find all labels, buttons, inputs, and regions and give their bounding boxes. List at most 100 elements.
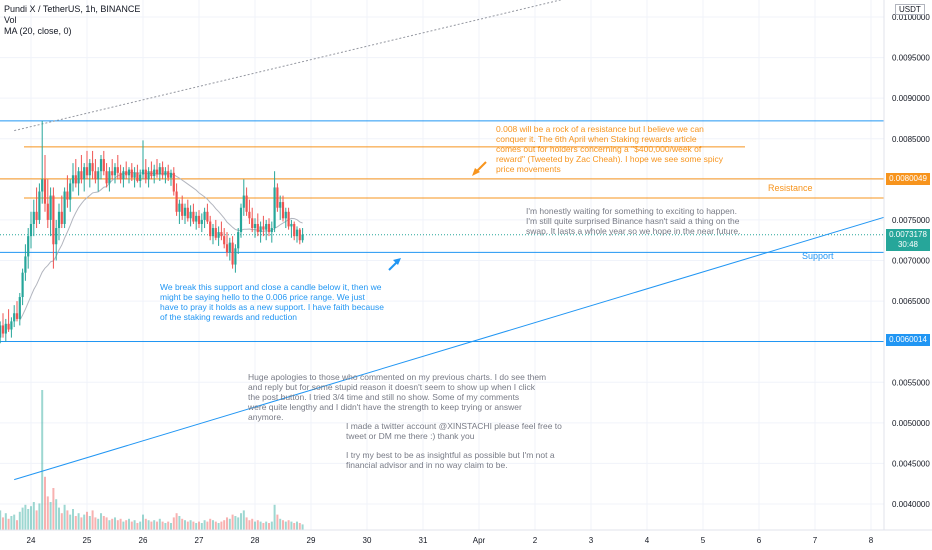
candle-body [57,211,61,229]
volume-bar [265,521,268,530]
binance-swap-annotation[interactable]: I'm honestly waiting for something to ex… [526,206,741,236]
current-price-value: 0.0073178 [889,230,927,239]
candle-body [214,228,217,238]
volume-bar [293,523,296,530]
candle-body [113,167,117,176]
volume-bar [13,514,16,530]
twitter-annotation[interactable]: I made a twitter account @XINSTACHI plea… [346,421,562,441]
candle-body [43,179,47,204]
gray-dotted-trendline[interactable] [14,0,591,132]
horizontal-levels[interactable] [0,120,884,343]
candle-body [155,169,159,175]
apology-annotation[interactable]: Huge apologies to those who commented on… [248,372,547,422]
volume-bar [223,520,226,530]
volume-bar [184,520,186,530]
time-tick-label: 25 [83,536,92,545]
candle-body [63,191,66,224]
candle-body [273,187,276,229]
candle-body [164,171,167,176]
candle-body [32,211,35,224]
volume-bar [125,520,128,530]
volume-bar [74,516,77,530]
price-tick-label: 0.0040000 [892,500,930,509]
blue-trendline[interactable] [14,207,916,481]
volume-bar [111,518,114,530]
candle-body [267,223,271,233]
volume-bar [276,514,279,530]
time-axis-panel[interactable] [0,530,932,550]
support-break-annotation[interactable]: We break this support and close a candle… [160,282,384,322]
volume-bar [220,521,223,530]
volume-bar [172,517,175,530]
candle-body [287,211,290,227]
candle-body [298,229,301,241]
ma-indicator-label[interactable]: MA (20, close, 0) [4,26,72,36]
candle-body [136,172,139,181]
volume-bar [178,516,181,530]
volume-bar [256,520,259,530]
candle-body [122,171,125,180]
price-axis-panel[interactable] [884,0,932,530]
candle-body [183,207,187,216]
candle-body [13,313,16,322]
candle-body [125,171,128,176]
candle-body [1,325,5,334]
volume-bar [237,517,240,530]
candle-body [147,171,150,180]
price-tick-label: 0.0055000 [892,378,930,387]
volume-bar [287,520,290,530]
candle-body [186,207,189,219]
candle-body [35,211,38,220]
time-tick-label: 2 [533,536,538,545]
volume-bar [186,521,189,530]
resistance-label: Resistance [768,183,813,193]
candle-body [276,187,279,208]
price-tick-label: 0.0090000 [892,94,930,103]
candle-body [231,242,234,265]
trendlines[interactable] [14,0,916,481]
volume-bar [226,517,228,530]
volume-bar [268,523,270,530]
time-tick-label: 6 [757,536,762,545]
volume-bar [72,509,74,530]
candle-body [211,228,215,237]
candle-body [99,159,103,172]
volume-bar [63,504,66,530]
candle-body [225,244,229,253]
volume-bar [254,521,256,530]
volume-bar [259,521,262,530]
disclaimer-annotation[interactable]: I try my best to be as insightful as pos… [346,450,555,470]
volume-bar [116,520,119,530]
price-tick-label: 0.0045000 [892,459,930,468]
price-tick-label: 0.0095000 [892,54,930,63]
volume-bar [91,510,94,530]
candle-body [203,211,206,220]
candle-body [111,171,114,176]
candle-body [91,163,94,172]
time-tick-label: 30 [363,536,372,545]
volume-bar [290,521,293,530]
orange-annotation[interactable]: 0.008 will be a rock of a resistance but… [496,124,723,174]
volume-bar [0,510,2,530]
candle-body [228,242,231,253]
volume-indicator-label[interactable]: Vol [4,15,17,25]
volume-bar [209,518,212,530]
blue-arrow-head-icon [393,258,401,265]
volume-bar [86,511,88,530]
volume-bar [108,520,111,530]
candle-body [270,228,273,233]
candle-body [108,171,111,184]
price-tick-label: 0.0070000 [892,257,930,266]
candle-body [153,169,156,177]
volume-bar [35,510,38,530]
time-tick-label: 7 [813,536,818,545]
price-tick-label: 0.0065000 [892,297,930,306]
volume-bar [122,521,125,530]
volume-bar [147,520,150,530]
candle-body [71,175,75,184]
symbol-title[interactable]: Pundi X / TetherUS, 1h, BINANCE [4,4,141,14]
volume-bar [38,503,41,530]
candle-body [234,248,237,265]
currency-badge[interactable]: USDT [895,4,925,15]
